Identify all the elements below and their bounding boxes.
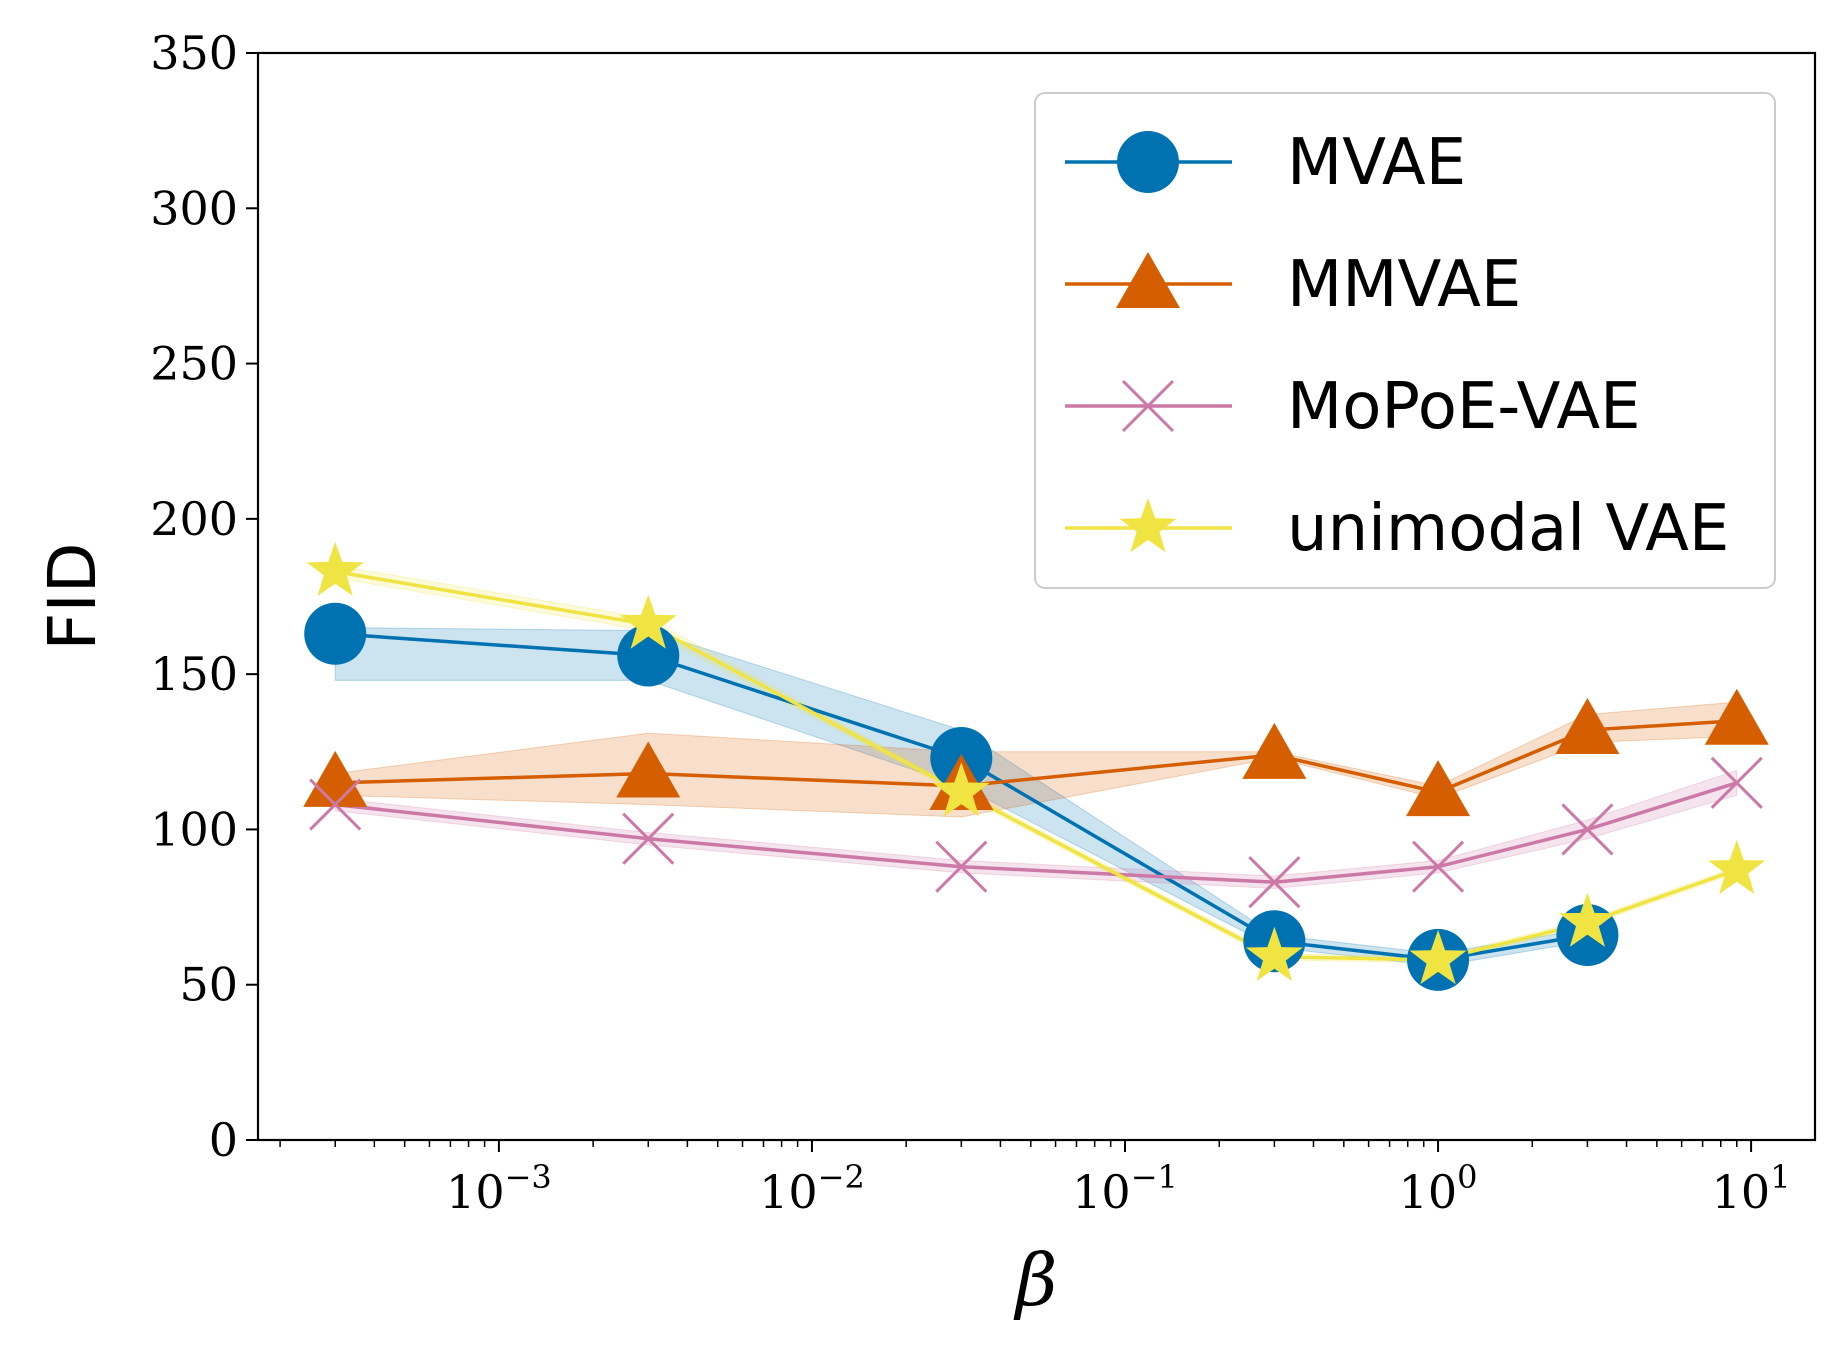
mmvae-point (1406, 760, 1471, 817)
mopoe-vae-point (1710, 756, 1763, 809)
mopoe-vae-point (622, 812, 675, 865)
mopoe-vae-point (1248, 856, 1301, 909)
y-tick-label: 300 (150, 181, 238, 235)
unimodal-vae-point (1558, 892, 1616, 947)
legend-marker-mvae (1117, 131, 1179, 193)
y-tick-label: 250 (150, 337, 238, 391)
x-tick-label: 100 (1399, 1158, 1478, 1219)
series-markers (303, 541, 1769, 991)
x-axis-ticks: 10−3 10−2 10−1 100 101 (279, 1140, 1791, 1219)
unimodal-vae-point (1708, 839, 1766, 895)
y-tick-label: 50 (179, 958, 238, 1012)
legend-marker-unimodal-vae (1119, 498, 1177, 553)
y-tick-label: 150 (150, 647, 238, 701)
legend-label-mopoe-vae: MoPoE-VAE (1287, 370, 1641, 444)
y-tick-label: 350 (150, 26, 238, 80)
x-tick-label: 10−3 (446, 1158, 552, 1219)
mvae-point (304, 602, 367, 665)
unimodal-vae-point (1245, 926, 1303, 981)
unimodal-vae-point (306, 541, 364, 596)
mmvae-point (1704, 688, 1769, 745)
plot-frame (256, 51, 1817, 1142)
legend-label-unimodal-vae: unimodal VAE (1287, 492, 1729, 566)
x-tick-label: 10−1 (1072, 1158, 1178, 1219)
mmvae-point (1555, 698, 1620, 755)
legend: MVAE MMVAE MoPoE-VAE unimodal VAE (1034, 92, 1776, 589)
legend-label-mvae: MVAE (1287, 126, 1466, 200)
mopoe-vae-band (334, 769, 1738, 889)
x-axis-label: β (1013, 1238, 1058, 1322)
mmvae-point (1242, 722, 1307, 779)
mmvae-point (303, 750, 368, 807)
y-tick-label: 100 (150, 802, 238, 856)
unimodal-vae-point (932, 762, 990, 817)
mopoe-vae-point (1561, 803, 1614, 856)
legend-box (1034, 92, 1776, 589)
mmvae-point (616, 741, 681, 798)
mopoe-vae-point (1411, 840, 1465, 893)
error-bands (334, 564, 1738, 967)
unimodal-vae-point (1409, 929, 1467, 985)
mopoe-vae-point (309, 778, 362, 831)
x-tick-label: 10−2 (759, 1158, 865, 1219)
legend-label-mmvae: MMVAE (1287, 248, 1521, 322)
mopoe-vae-point (935, 840, 988, 893)
y-axis-label: FID (34, 542, 111, 650)
unimodal-vae-point (619, 594, 677, 649)
mvae-point (617, 624, 680, 687)
y-tick-label: 200 (150, 492, 238, 546)
legend-marker-mmvae (1116, 252, 1180, 308)
y-tick-label: 0 (209, 1113, 238, 1167)
legend-marker-mopoe-vae (1121, 379, 1175, 433)
x-tick-label: 101 (1712, 1158, 1791, 1219)
y-axis-ticks: 0 50 100 150 200 250 300 350 (150, 26, 258, 1167)
